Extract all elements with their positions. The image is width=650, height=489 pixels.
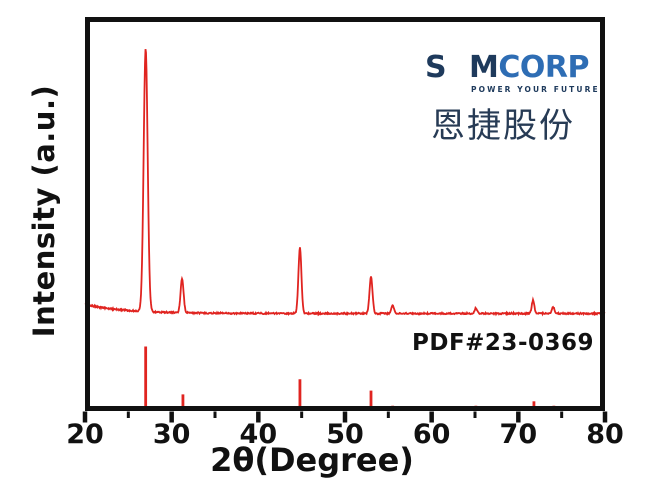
x-tick-label: 50	[326, 419, 364, 450]
main-xrd-trace	[84, 48, 606, 317]
x-tick-label: 70	[499, 419, 538, 450]
x-tick-label: 20	[66, 419, 104, 450]
y-axis-label: Intensity (a.u.)	[27, 84, 61, 338]
plot-frame	[85, 17, 605, 411]
logo-chinese-name: 恩捷股份	[431, 106, 575, 146]
logo-tagline: POWER YOUR FUTURE	[471, 85, 600, 94]
x-tick-label: 40	[239, 419, 278, 450]
reference-pdf-label: PDF#23-0369	[412, 330, 594, 356]
logo-letter-s: S	[425, 50, 447, 85]
x-axis-label: 2θ(Degree)	[210, 441, 414, 479]
logo-letters-mcorp: MCORP	[469, 53, 589, 83]
logo-letters-corp: CORP	[498, 50, 589, 85]
x-tick-label: 30	[152, 419, 191, 450]
x-tick-label: 60	[412, 419, 451, 450]
semcorp-logo: S MCORP POWER YOUR FUTURE 恩捷股份	[425, 53, 600, 148]
logo-letter-m: M	[469, 50, 499, 85]
x-tick-label: 80	[586, 419, 624, 450]
